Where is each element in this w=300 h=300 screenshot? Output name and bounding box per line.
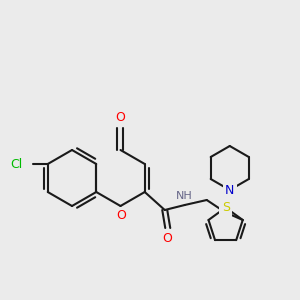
Text: O: O	[162, 232, 172, 245]
Text: NH: NH	[176, 191, 193, 201]
Text: S: S	[222, 201, 230, 214]
Text: Cl: Cl	[11, 158, 23, 170]
Text: O: O	[117, 209, 126, 222]
Text: O: O	[116, 111, 125, 124]
Text: N: N	[225, 184, 234, 196]
